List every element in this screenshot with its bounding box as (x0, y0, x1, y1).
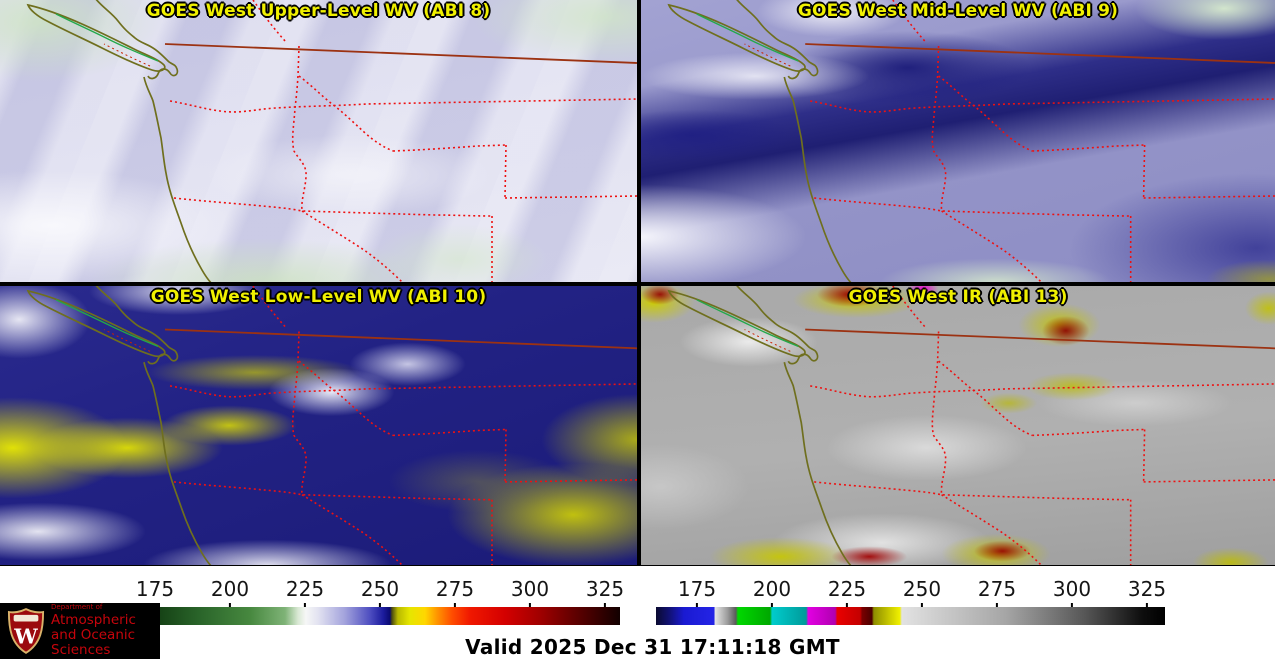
panel-upper-level-wv[interactable]: GOES West Upper-Level WV (ABI 8) (0, 0, 637, 282)
colorbar-tick-label: 200 (210, 577, 250, 601)
map-overlay (27, 286, 637, 565)
panel-title-abi13: GOES West IR (ABI 13) (848, 287, 1068, 307)
uw-aos-logo: W Department of Atmospheric and Oceanic … (0, 603, 160, 659)
colorbar-tick-label: 175 (135, 577, 175, 601)
logo-department-line: Department of (51, 603, 103, 611)
panel-title-abi9: GOES West Mid-Level WV (ABI 9) (797, 1, 1119, 21)
colorbar-tick-label: 225 (285, 577, 325, 601)
wv-colorbar (160, 607, 620, 625)
panel-ir[interactable]: GOES West IR (ABI 13) (641, 286, 1275, 565)
logo-line1: Atmospheric (51, 612, 136, 628)
colorbar-tick-label: 200 (752, 577, 792, 601)
colorbar-tick-label: 250 (902, 577, 942, 601)
panel-title-abi8: GOES West Upper-Level WV (ABI 8) (146, 1, 491, 21)
colorbar-tick-label: 275 (977, 577, 1017, 601)
colorbar-tick-label: 225 (827, 577, 867, 601)
logo-line2: and Oceanic Sciences (51, 627, 136, 658)
uw-crest-icon: W (7, 608, 45, 654)
colorbar-footer: 175 200 225 250 275 300 325 175 200 225 250 275 300… (0, 566, 1275, 659)
colorbar-tick-label: 175 (677, 577, 717, 601)
colorbar-tick-label: 325 (1127, 577, 1167, 601)
colorbar-tick-label: 300 (1052, 577, 1092, 601)
map-overlay (667, 0, 1275, 282)
colorbar-tick-label: 300 (510, 577, 550, 601)
colorbar-tick-label: 275 (435, 577, 475, 601)
map-overlay (27, 0, 637, 282)
panel-title-abi10: GOES West Low-Level WV (ABI 10) (150, 287, 487, 307)
map-overlay (667, 286, 1275, 565)
colorbar-tick-label: 250 (360, 577, 400, 601)
valid-timestamp: Valid 2025 Dec 31 17:11:18 GMT (465, 635, 840, 659)
colorbar-tick-label: 325 (585, 577, 625, 601)
logo-text: Department of Atmospheric and Oceanic Sc… (51, 604, 160, 658)
panel-mid-level-wv[interactable]: GOES West Mid-Level WV (ABI 9) (641, 0, 1275, 282)
satellite-panel-grid: GOES West Upper-Level WV (ABI 8) GOES We… (0, 0, 1275, 566)
crest-monogram: W (13, 623, 38, 648)
ir-colorbar (656, 607, 1165, 625)
panel-low-level-wv[interactable]: GOES West Low-Level WV (ABI 10) (0, 286, 637, 565)
